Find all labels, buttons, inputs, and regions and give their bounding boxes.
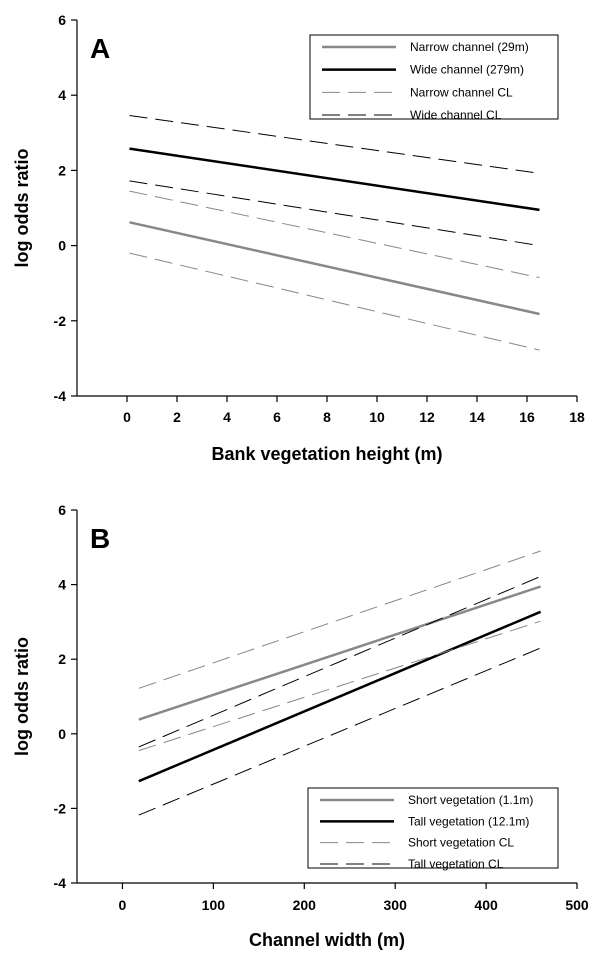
legend-entry-label: Narrow channel CL xyxy=(410,85,513,99)
y-tick-label: 6 xyxy=(58,502,66,518)
chart-panel-b: -4 -2 0 2 4 6 0 100 200 300 400 500 Channel width (m… xyxy=(12,502,589,950)
x-axis-title: Bank vegetation height (m) xyxy=(211,444,442,464)
x-tick-label: 500 xyxy=(565,897,589,913)
x-tick-label: 100 xyxy=(202,897,226,913)
legend: Narrow channel (29m) Wide channel (279m) N… xyxy=(309,34,559,122)
x-tick-label: 0 xyxy=(119,897,127,913)
panel-label: B xyxy=(90,523,110,554)
legend-entry-label: Tall vegetation CL xyxy=(408,857,504,871)
x-tick-label: 6 xyxy=(273,409,281,425)
x-axis-title: Channel width (m) xyxy=(249,930,405,950)
series-line-1 xyxy=(138,610,542,783)
confidence-limit-line-5 xyxy=(138,647,541,816)
confidence-limit-line-2 xyxy=(129,190,540,279)
panel-label: A xyxy=(90,33,110,64)
legend-box xyxy=(307,787,559,869)
confidence-limit-line-2 xyxy=(138,550,541,689)
x-tick-label: 16 xyxy=(519,409,535,425)
y-tick-label: -4 xyxy=(54,388,67,404)
x-tick-label: 8 xyxy=(323,409,331,425)
series-line-1 xyxy=(129,147,540,212)
y-tick-label: 0 xyxy=(58,238,66,254)
x-tick-label: 10 xyxy=(369,409,385,425)
chart-panel-a: -4 -2 0 2 4 6 0 2 4 6 8 10 12 14 16 18 Bank vegetation h… xyxy=(12,12,585,464)
x-tick-label: 14 xyxy=(469,409,485,425)
legend-entry-label: Wide channel (279m) xyxy=(410,63,524,77)
series-line-0 xyxy=(129,221,540,316)
legend-entry-label: Narrow channel (29m) xyxy=(410,40,529,54)
confidence-limit-line-4 xyxy=(138,575,541,748)
x-tick-label: 4 xyxy=(223,409,231,425)
y-tick-label: -2 xyxy=(54,800,67,816)
legend-entry-label: Short vegetation CL xyxy=(408,836,514,850)
x-tick-label: 300 xyxy=(384,897,408,913)
y-tick-label: 4 xyxy=(58,87,66,103)
y-tick-label: 2 xyxy=(58,651,66,667)
y-axis-title: log odds ratio xyxy=(12,637,32,756)
y-tick-label: 2 xyxy=(58,162,66,178)
series-line-0 xyxy=(138,585,541,721)
legend: Short vegetation (1.1m) Tall vegetation (… xyxy=(307,787,559,871)
y-tick-label: 6 xyxy=(58,12,66,28)
x-tick-label: 12 xyxy=(419,409,435,425)
x-tick-label: 200 xyxy=(293,897,317,913)
y-tick-label: 4 xyxy=(58,577,66,593)
y-tick-label: -4 xyxy=(54,875,67,891)
confidence-limit-line-4 xyxy=(129,115,540,174)
legend-entry-label: Wide channel CL xyxy=(410,108,502,122)
confidence-limit-line-3 xyxy=(129,252,540,351)
confidence-limit-line-5 xyxy=(129,180,540,247)
legend-entry-label: Tall vegetation (12.1m) xyxy=(408,814,529,828)
y-tick-label: 0 xyxy=(58,726,66,742)
legend-entry-label: Short vegetation (1.1m) xyxy=(408,793,533,807)
x-tick-label: 400 xyxy=(474,897,498,913)
confidence-limit-line-3 xyxy=(138,620,541,752)
y-axis-title: log odds ratio xyxy=(12,149,32,268)
legend-box xyxy=(309,34,559,120)
y-tick-label: -2 xyxy=(54,313,67,329)
x-tick-label: 2 xyxy=(173,409,181,425)
x-tick-label: 0 xyxy=(123,409,131,425)
x-tick-label: 18 xyxy=(569,409,585,425)
